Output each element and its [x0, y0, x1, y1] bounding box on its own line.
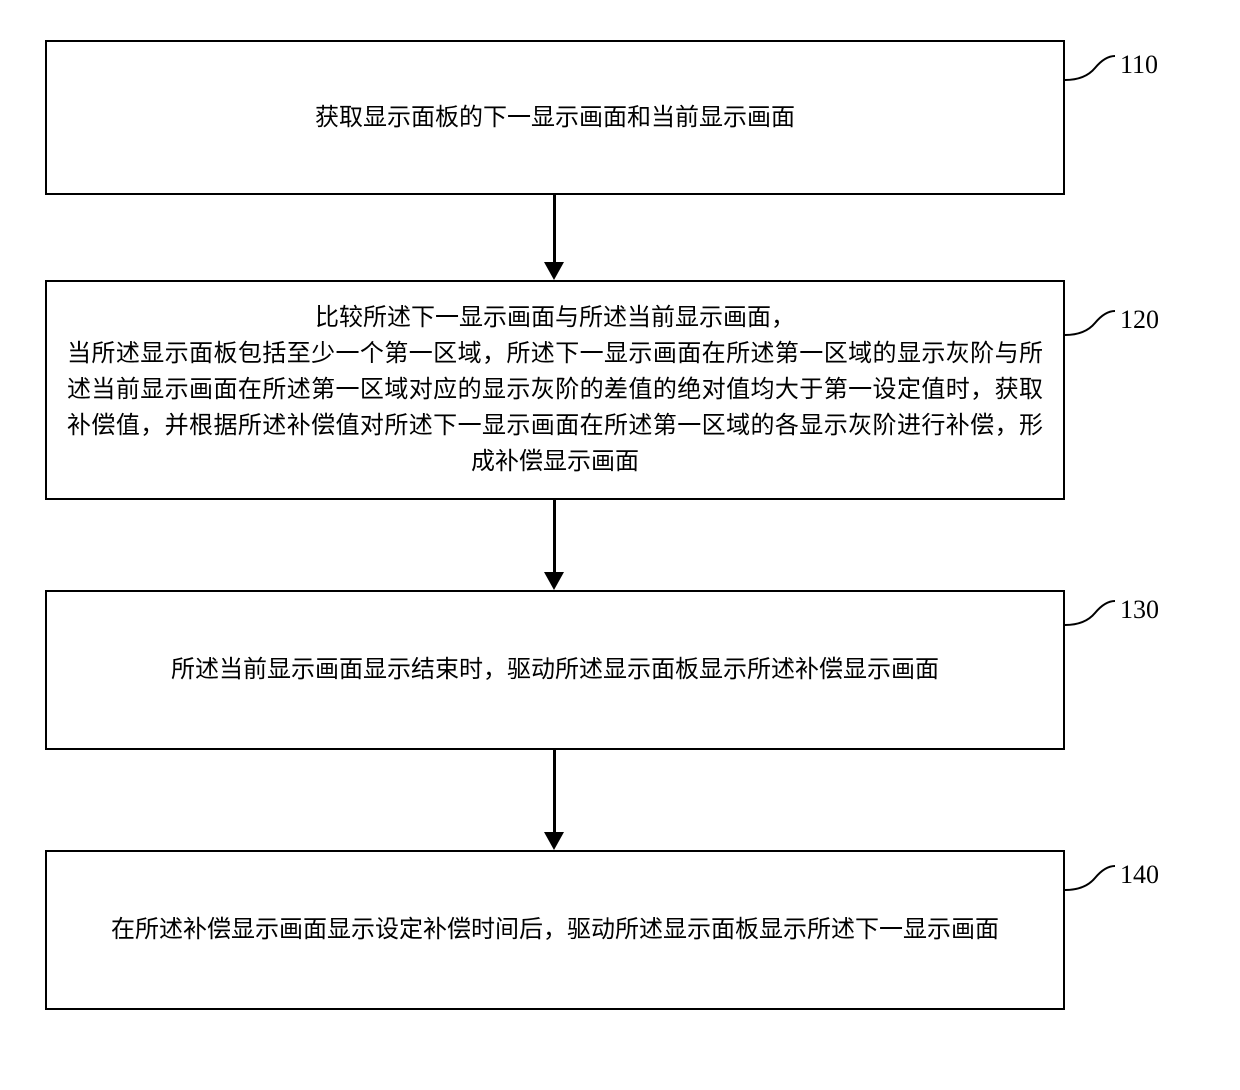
arrow-3	[544, 832, 564, 850]
label-120: 120	[1120, 305, 1159, 335]
label-110: 110	[1120, 50, 1158, 80]
connector-3	[553, 750, 556, 832]
flowchart-container: 获取显示面板的下一显示画面和当前显示画面 110 比较所述下一显示画面与所述当前…	[0, 0, 1240, 1090]
flow-box-4: 在所述补偿显示画面显示设定补偿时间后，驱动所述显示面板显示所述下一显示画面	[45, 850, 1065, 1010]
flow-box-2-line2: 当所述显示面板包括至少一个第一区域，所述下一显示画面在所述第一区域的显示灰阶与所…	[67, 336, 1043, 480]
callout-curve-3	[1060, 593, 1120, 633]
flow-box-4-text: 在所述补偿显示画面显示设定补偿时间后，驱动所述显示面板显示所述下一显示画面	[111, 912, 999, 948]
connector-1	[553, 195, 556, 262]
connector-2	[553, 500, 556, 572]
flow-box-2: 比较所述下一显示画面与所述当前显示画面， 当所述显示面板包括至少一个第一区域，所…	[45, 280, 1065, 500]
arrow-2	[544, 572, 564, 590]
label-130: 130	[1120, 595, 1159, 625]
callout-curve-2	[1060, 303, 1120, 343]
flow-box-2-line1: 比较所述下一显示画面与所述当前显示画面，	[67, 300, 1043, 336]
callout-curve-4	[1060, 858, 1120, 898]
arrow-1	[544, 262, 564, 280]
flow-box-1-text: 获取显示面板的下一显示画面和当前显示画面	[315, 100, 795, 136]
flow-box-3: 所述当前显示画面显示结束时，驱动所述显示面板显示所述补偿显示画面	[45, 590, 1065, 750]
flow-box-2-text: 比较所述下一显示画面与所述当前显示画面， 当所述显示面板包括至少一个第一区域，所…	[67, 300, 1043, 480]
label-140: 140	[1120, 860, 1159, 890]
flow-box-3-text: 所述当前显示画面显示结束时，驱动所述显示面板显示所述补偿显示画面	[171, 652, 939, 688]
flow-box-1: 获取显示面板的下一显示画面和当前显示画面	[45, 40, 1065, 195]
callout-curve-1	[1060, 48, 1120, 88]
